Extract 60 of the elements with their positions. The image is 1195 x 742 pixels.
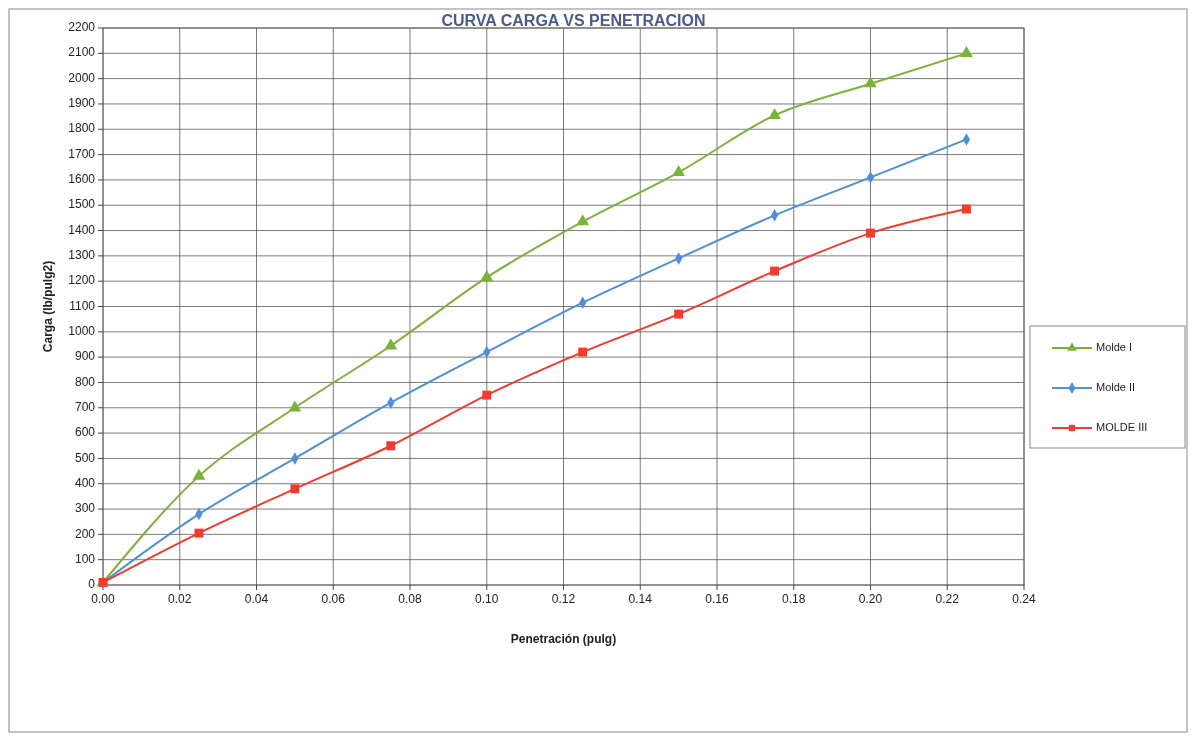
- point: [192, 468, 206, 480]
- chart-title: CURVA CARGA VS PENETRACION: [441, 12, 706, 30]
- y-tick-label: 800: [74, 374, 96, 389]
- x-axis-title: Penetración (pulg): [510, 632, 617, 646]
- point: [672, 164, 685, 176]
- x-tick-label: 0.12: [551, 592, 576, 606]
- x-tick-label: 0.24: [1012, 592, 1036, 606]
- point: [770, 266, 780, 276]
- y-tick-label: 600: [74, 425, 96, 440]
- point: [290, 484, 300, 494]
- y-axis-title: Carga (lb/pulg2): [41, 260, 55, 353]
- y-tick-label: 2200: [68, 20, 96, 35]
- x-tick-label: 0.16: [705, 592, 729, 606]
- y-tick-label: 700: [74, 399, 96, 414]
- y-tick-label: 300: [74, 501, 96, 516]
- point: [386, 441, 396, 451]
- y-tick-label: 1700: [68, 146, 96, 161]
- point: [578, 347, 588, 357]
- y-tick-label: 1100: [69, 298, 96, 313]
- y-tick-label: 900: [74, 349, 96, 364]
- y-tick-label: 1300: [68, 248, 96, 263]
- y-tick-label: 1400: [68, 222, 96, 237]
- point: [864, 76, 877, 88]
- y-tick-label: 500: [74, 450, 96, 465]
- x-tick-label: 0.04: [244, 592, 269, 606]
- point: [194, 528, 204, 538]
- y-tick-label: 1500: [68, 197, 96, 212]
- x-tick-label: 0.08: [398, 592, 422, 606]
- x-tick-label: 0.06: [321, 592, 346, 606]
- point: [384, 338, 398, 350]
- y-tick-label: 100: [74, 551, 96, 566]
- y-tick-label: 1600: [68, 172, 96, 187]
- x-tick-label: 0.20: [858, 592, 883, 606]
- point: [674, 309, 684, 319]
- x-tick-label: 0.10: [475, 592, 499, 606]
- point: [768, 108, 781, 120]
- y-tick-label: 200: [74, 526, 96, 541]
- y-tick-label: 1200: [68, 273, 96, 288]
- point: [961, 204, 971, 214]
- point: [288, 400, 302, 412]
- point: [576, 214, 590, 226]
- y-tick-label: 1800: [68, 121, 96, 136]
- x-tick-label: 0.18: [782, 592, 806, 606]
- y-tick-label: 1900: [68, 96, 96, 111]
- legend-label: Molde II: [1096, 380, 1136, 393]
- x-tick-label: 0.14: [628, 592, 653, 606]
- x-tick-label: 0.22: [935, 592, 960, 606]
- y-tick-label: 1000: [68, 323, 96, 338]
- x-tick-label: 0.02: [168, 592, 192, 606]
- point: [960, 45, 973, 57]
- legend-label: Molde I: [1096, 340, 1133, 353]
- x-tick-label: 0.00: [91, 592, 115, 606]
- point: [866, 228, 875, 238]
- legend-label: MOLDE III: [1096, 420, 1148, 433]
- y-tick-label: 0: [88, 577, 96, 592]
- y-tick-label: 400: [74, 475, 96, 490]
- point: [482, 390, 492, 400]
- y-tick-label: 2100: [68, 45, 96, 60]
- point: [480, 270, 494, 282]
- y-tick-label: 2000: [68, 70, 96, 85]
